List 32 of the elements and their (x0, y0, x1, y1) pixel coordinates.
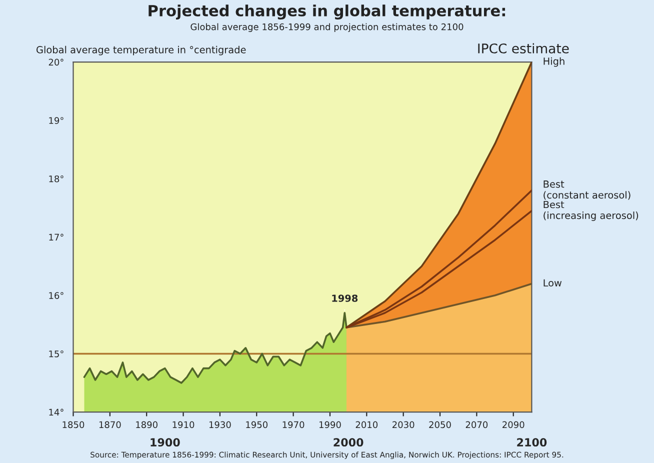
x2-tick-label: 1900 (150, 438, 180, 447)
x-tick-label: 2090 (502, 421, 524, 428)
x-tick-label: 1890 (136, 421, 158, 428)
x-tick-label: 2030 (392, 421, 414, 428)
x-tick-label: 1930 (209, 421, 231, 428)
y-tick-label: 19° (49, 117, 64, 124)
x-tick-label: 1850 (62, 421, 84, 428)
x-tick-label: 1990 (319, 421, 341, 428)
chart-title: Projected changes in global temperature: (148, 4, 506, 20)
x2-tick-label: 2100 (517, 438, 547, 447)
y-axis-title: Global average temperature in °centigrade (36, 46, 246, 56)
chart-subtitle: Global average 1856-1999 and projection estimates to 2100 (190, 23, 464, 32)
x-tick-label: 2050 (429, 421, 451, 428)
y-tick-label: 17° (49, 234, 64, 240)
y-tick-label: 20° (48, 58, 64, 66)
x2-tick-label: 2000 (334, 438, 364, 447)
y-tick-label: 18° (49, 175, 64, 182)
series-label: Low (544, 279, 562, 287)
x-tick-label: 1870 (99, 421, 121, 428)
series-label: Best (increasing aerosol) (544, 200, 638, 221)
annotation: 1998 (332, 294, 358, 302)
y-tick-label: 15° (49, 350, 64, 358)
x-tick-label: 2070 (466, 421, 488, 428)
series-label: High (544, 57, 564, 67)
x-tick-label: 1950 (246, 421, 268, 428)
y-tick-label: 14° (49, 408, 64, 416)
legend-title: IPCC estimate (478, 43, 569, 54)
series-label: Best (constant aerosol) (544, 180, 630, 200)
x-tick-label: 1910 (172, 421, 194, 428)
x-tick-label: 1970 (282, 421, 304, 428)
x-tick-label: 2010 (356, 421, 378, 428)
y-tick-label: 16° (49, 292, 64, 299)
